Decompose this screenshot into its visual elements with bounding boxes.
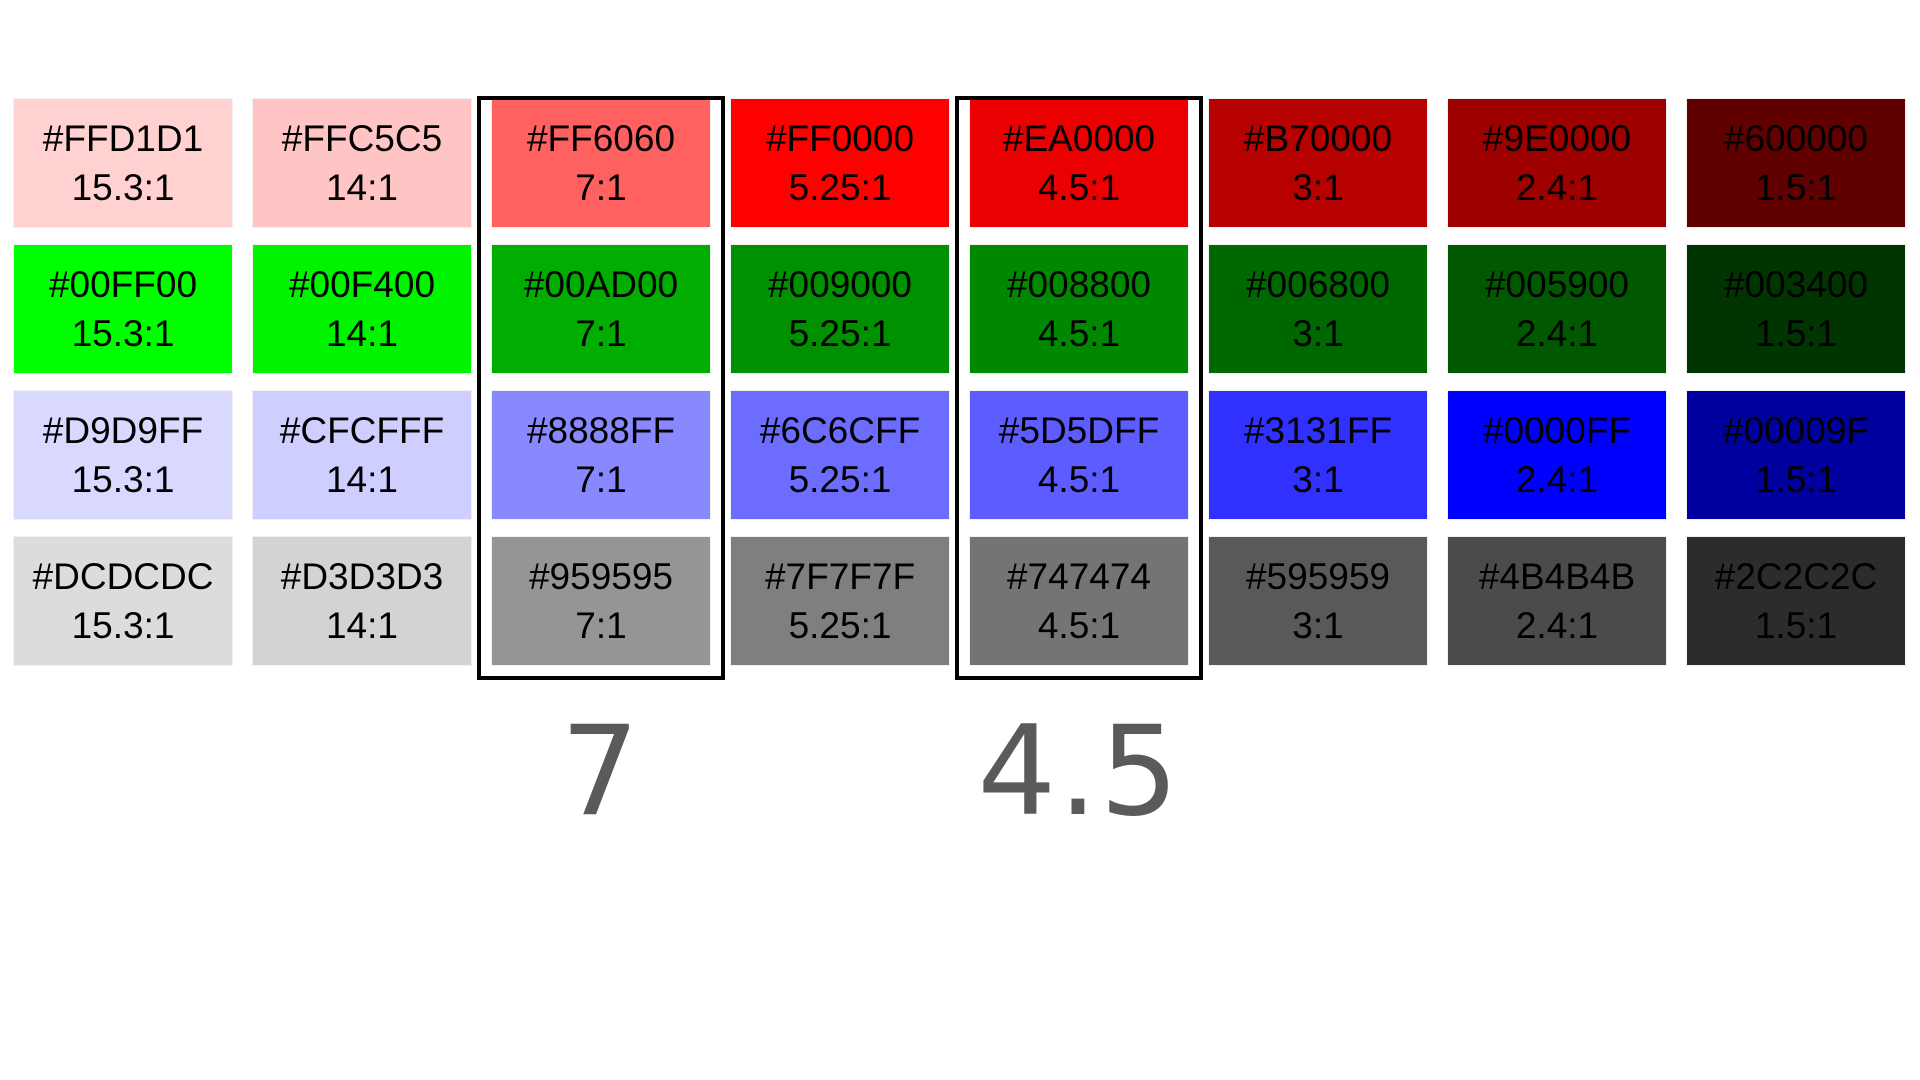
swatch-red-5: #EA0000 4.5:1 [969,98,1189,228]
swatch-ratio-label: 5.25:1 [788,605,892,646]
swatch-hex-label: #FFC5C5 [281,118,443,159]
swatch-hex-label: #FF0000 [765,118,915,159]
swatch-hex-label: #0000FF [1482,410,1632,451]
swatch-hex-label: #5D5DFF [998,410,1160,451]
swatch-ratio-label: 14:1 [325,605,398,646]
swatch-gray-4: #7F7F7F 5.25:1 [730,536,950,666]
swatch-ratio-label: 14:1 [325,459,398,500]
swatch-hex-label: #00FF00 [48,264,198,305]
swatch-blue-3: #8888FF 7:1 [491,390,711,520]
swatch-ratio-label: 14:1 [325,313,398,354]
swatch-ratio-label: 5.25:1 [788,459,892,500]
swatch-hex-label: #FFD1D1 [42,118,204,159]
swatch-blue-8: #00009F 1.5:1 [1686,390,1906,520]
swatch-hex-label: #00AD00 [523,264,679,305]
swatch-hex-label: #D9D9FF [42,410,204,451]
swatch-ratio-label: 1.5:1 [1754,167,1838,208]
swatch-blue-1: #D9D9FF 15.3:1 [13,390,233,520]
swatch-hex-label: #2C2C2C [1714,556,1878,597]
swatch-hex-label: #595959 [1245,556,1391,597]
swatch-ratio-label: 5.25:1 [788,167,892,208]
swatch-hex-label: #3131FF [1243,410,1393,451]
swatch-green-7: #005900 2.4:1 [1447,244,1667,374]
swatch-hex-label: #006800 [1245,264,1391,305]
swatch-ratio-label: 15.3:1 [71,459,175,500]
swatch-hex-label: #7F7F7F [764,556,916,597]
swatch-hex-label: #DCDCDC [32,556,214,597]
swatch-hex-label: #747474 [1006,556,1152,597]
swatch-hex-label: #4B4B4B [1478,556,1636,597]
swatch-blue-4: #6C6CFF 5.25:1 [730,390,950,520]
swatch-hex-label: #600000 [1723,118,1869,159]
swatch-ratio-label: 1.5:1 [1754,459,1838,500]
swatch-ratio-label: 7:1 [575,167,627,208]
swatch-hex-label: #003400 [1723,264,1869,305]
swatch-ratio-label: 2.4:1 [1515,313,1599,354]
swatch-gray-1: #DCDCDC 15.3:1 [13,536,233,666]
swatch-ratio-label: 2.4:1 [1515,459,1599,500]
swatch-ratio-label: 4.5:1 [1037,605,1121,646]
color-contrast-grid: #FFD1D1 15.3:1 #FFC5C5 14:1 #FF6060 7:1 #FF000… [13,98,1919,678]
swatch-ratio-label: 2.4:1 [1515,605,1599,646]
swatch-hex-label: #9E0000 [1482,118,1632,159]
swatch-green-3: #00AD00 7:1 [491,244,711,374]
swatch-red-4: #FF0000 5.25:1 [730,98,950,228]
swatch-red-7: #9E0000 2.4:1 [1447,98,1667,228]
swatch-ratio-label: 4.5:1 [1037,167,1121,208]
swatch-gray-6: #595959 3:1 [1208,536,1428,666]
swatch-green-4: #009000 5.25:1 [730,244,950,374]
swatch-gray-2: #D3D3D3 14:1 [252,536,472,666]
swatch-green-8: #003400 1.5:1 [1686,244,1906,374]
swatch-hex-label: #008800 [1006,264,1152,305]
swatch-hex-label: #00F400 [288,264,436,305]
swatch-hex-label: #6C6CFF [759,410,921,451]
swatch-blue-2: #CFCFFF 14:1 [252,390,472,520]
contrast-label-4-5: 4.5 [977,700,1181,844]
contrast-label-7: 7 [560,700,642,844]
swatch-gray-3: #959595 7:1 [491,536,711,666]
swatch-gray-8: #2C2C2C 1.5:1 [1686,536,1906,666]
swatch-ratio-label: 2.4:1 [1515,167,1599,208]
swatch-ratio-label: 1.5:1 [1754,313,1838,354]
swatch-red-2: #FFC5C5 14:1 [252,98,472,228]
swatch-ratio-label: 3:1 [1292,459,1344,500]
swatch-hex-label: #959595 [528,556,674,597]
swatch-ratio-label: 5.25:1 [788,313,892,354]
swatch-ratio-label: 14:1 [325,167,398,208]
swatch-ratio-label: 4.5:1 [1037,313,1121,354]
swatch-ratio-label: 15.3:1 [71,605,175,646]
swatch-hex-label: #FF6060 [526,118,676,159]
swatch-blue-6: #3131FF 3:1 [1208,390,1428,520]
swatch-ratio-label: 3:1 [1292,605,1344,646]
swatch-blue-7: #0000FF 2.4:1 [1447,390,1667,520]
swatch-green-5: #008800 4.5:1 [969,244,1189,374]
swatch-ratio-label: 4.5:1 [1037,459,1121,500]
swatch-blue-5: #5D5DFF 4.5:1 [969,390,1189,520]
swatch-red-6: #B70000 3:1 [1208,98,1428,228]
swatch-hex-label: #005900 [1484,264,1630,305]
swatch-green-1: #00FF00 15.3:1 [13,244,233,374]
swatch-ratio-label: 7:1 [575,459,627,500]
swatch-hex-label: #CFCFFF [279,410,445,451]
swatch-ratio-label: 1.5:1 [1754,605,1838,646]
swatch-ratio-label: 3:1 [1292,313,1344,354]
swatch-hex-label: #8888FF [526,410,676,451]
swatch-red-8: #600000 1.5:1 [1686,98,1906,228]
swatch-ratio-label: 7:1 [575,605,627,646]
swatch-hex-label: #EA0000 [1002,118,1156,159]
swatch-ratio-label: 15.3:1 [71,313,175,354]
swatch-ratio-label: 7:1 [575,313,627,354]
swatch-ratio-label: 3:1 [1292,167,1344,208]
swatch-hex-label: #B70000 [1243,118,1393,159]
swatch-gray-7: #4B4B4B 2.4:1 [1447,536,1667,666]
swatch-green-2: #00F400 14:1 [252,244,472,374]
swatch-red-1: #FFD1D1 15.3:1 [13,98,233,228]
swatch-green-6: #006800 3:1 [1208,244,1428,374]
swatch-red-3: #FF6060 7:1 [491,98,711,228]
swatch-gray-5: #747474 4.5:1 [969,536,1189,666]
swatch-hex-label: #009000 [767,264,913,305]
swatch-hex-label: #D3D3D3 [280,556,444,597]
swatch-ratio-label: 15.3:1 [71,167,175,208]
swatch-hex-label: #00009F [1722,410,1870,451]
